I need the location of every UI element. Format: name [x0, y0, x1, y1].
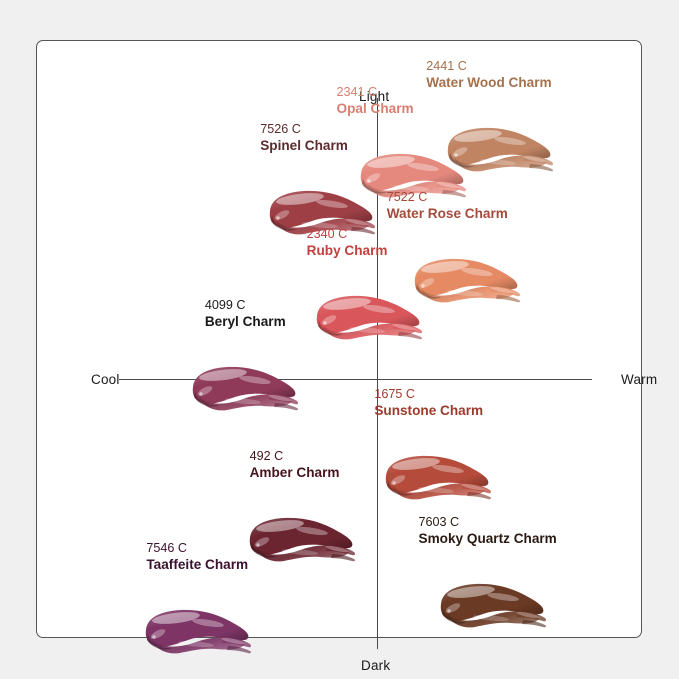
swatch-label-block: 7526 C Spinel Charm	[260, 121, 348, 155]
swatch-name: Amber Charm	[249, 465, 340, 481]
swatch-code: 4099 C	[204, 298, 246, 313]
swatch-label-block: 7522 C Water Rose Charm	[387, 189, 508, 223]
swatch-smear-icon	[386, 455, 492, 500]
swatch-code: 492 C	[249, 449, 284, 464]
axis-horizontal-line	[119, 379, 592, 381]
swatch-name: Ruby Charm	[306, 243, 388, 259]
swatch-name: Spinel Charm	[260, 137, 348, 153]
swatch-name: Smoky Quartz Charm	[418, 530, 557, 546]
swatch-smear-icon	[192, 367, 298, 411]
axis-vertical-line	[377, 98, 379, 649]
swatch-code: 7603 C	[418, 514, 460, 529]
axis-label-cool: Cool	[91, 372, 120, 387]
swatch-code: 2441 C	[426, 58, 467, 73]
swatch-code: 7546 C	[146, 540, 188, 555]
axis-label-dark: Dark	[361, 658, 391, 673]
swatch-code: 2340 C	[306, 227, 348, 242]
swatch-name: Sunstone Charm	[374, 402, 484, 418]
swatch-smear-icon	[269, 190, 376, 235]
swatch-label-block: 7603 C Smoky Quartz Charm	[419, 514, 557, 548]
chart-frame: Light Dark Cool Warm 2441 C Water Wood Ch…	[36, 40, 657, 673]
swatch-smear-icon	[146, 609, 252, 653]
axis-label-warm: Warm	[621, 372, 658, 387]
swatch-name: Beryl Charm	[204, 314, 286, 330]
swatch-label-block: 2441 C Water Wood Charm	[426, 58, 551, 92]
swatch-smear-icon	[440, 583, 546, 628]
swatch-name: Water Rose Charm	[386, 206, 508, 221]
swatch-smear-icon	[249, 518, 355, 562]
swatch-code: 7522 C	[386, 190, 428, 204]
swatch-smear-icon	[316, 295, 422, 340]
swatch-name: Water Wood Charm	[426, 74, 552, 90]
swatch-smear-icon	[448, 127, 554, 172]
swatch-code: 2341 C	[336, 84, 378, 99]
swatch-label-block: 7546 C Taaffeite Charm	[146, 540, 248, 574]
swatch-label-block: 1675 C Sunstone Charm	[374, 386, 483, 420]
swatch-smear-icon	[360, 153, 466, 197]
swatch-code: 1675 C	[374, 386, 415, 401]
swatch-label-block: 492 C Amber Charm	[250, 448, 340, 482]
swatch-label-block: 2340 C Ruby Charm	[307, 226, 388, 260]
swatch-smear-icon	[414, 258, 520, 303]
swatch-name: Taaffeite Charm	[146, 556, 249, 572]
swatch-label-block: 4099 C Beryl Charm	[205, 297, 286, 331]
axis-label-light: Light	[359, 89, 390, 104]
swatch-code: 7526 C	[260, 121, 301, 136]
swatch-name: Opal Charm	[336, 100, 414, 116]
swatch-label-block: 2341 C Opal Charm	[337, 84, 414, 118]
